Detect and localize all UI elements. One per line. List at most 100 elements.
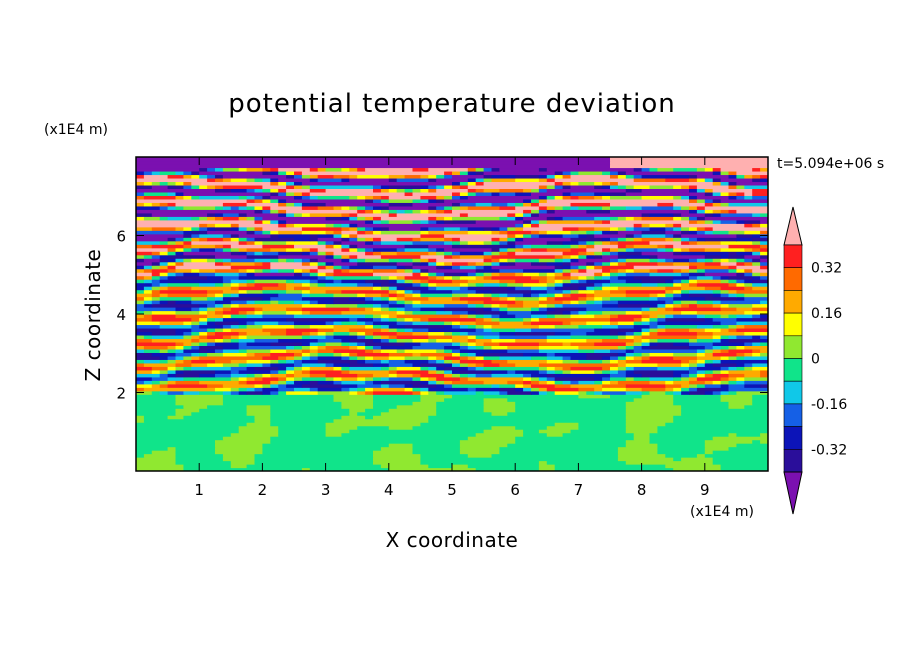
heatmap-cell <box>673 394 722 399</box>
heatmap-cell <box>380 464 429 469</box>
heatmap-cell <box>207 216 216 221</box>
heatmap-cell <box>491 251 500 256</box>
heatmap-cell <box>483 293 493 298</box>
heatmap-cell <box>546 307 556 312</box>
heatmap-cell <box>215 341 240 346</box>
heatmap-cell <box>404 307 421 312</box>
heatmap-cell <box>191 195 200 200</box>
heatmap-cell <box>246 195 256 200</box>
heatmap-cell <box>610 184 619 189</box>
heatmap-cell <box>428 327 477 333</box>
heatmap-cell <box>388 425 414 430</box>
heatmap-cell <box>349 216 358 221</box>
heatmap-cell <box>420 233 445 238</box>
heatmap-cell <box>467 331 500 336</box>
heatmap-cell <box>246 331 271 336</box>
heatmap-cell <box>507 244 516 249</box>
heatmap-cell <box>633 233 643 238</box>
heatmap-cell <box>420 237 445 242</box>
heatmap-cell <box>428 272 437 277</box>
heatmap-cell <box>262 355 279 360</box>
heatmap-cell <box>523 209 532 214</box>
heatmap-cell <box>689 184 698 189</box>
heatmap-cell <box>570 429 627 434</box>
heatmap-cell <box>578 296 587 301</box>
heatmap-cell <box>649 436 714 441</box>
heatmap-cell <box>183 369 216 374</box>
heatmap-cell <box>507 261 516 266</box>
heatmap-cell <box>191 216 200 221</box>
heatmap-cell <box>167 390 184 395</box>
heatmap-cell <box>301 247 311 252</box>
heatmap-cell <box>183 170 192 176</box>
heatmap-cell <box>396 247 406 252</box>
heatmap-cell <box>254 177 263 183</box>
heatmap-cell <box>230 307 256 312</box>
heatmap-cell <box>641 216 674 221</box>
heatmap-cell <box>222 247 232 252</box>
heatmap-cell <box>728 181 737 186</box>
heatmap-cell <box>230 258 256 263</box>
heatmap-cell <box>159 279 224 284</box>
heatmap-cell <box>278 191 287 196</box>
heatmap-cell <box>175 251 184 256</box>
heatmap-cell <box>467 167 477 172</box>
heatmap-cell <box>278 198 287 203</box>
heatmap-cell <box>230 324 240 329</box>
heatmap-cell <box>143 191 169 196</box>
heatmap-cell <box>294 202 303 207</box>
heatmap-cell <box>760 373 768 378</box>
heatmap-cell <box>625 341 635 346</box>
heatmap-cell <box>222 237 232 242</box>
heatmap-cell <box>523 237 572 242</box>
heatmap-cell <box>230 244 263 249</box>
heatmap-cell <box>657 307 666 312</box>
heatmap-cell <box>349 327 382 333</box>
heatmap-cell <box>175 397 224 402</box>
heatmap-cell <box>696 184 730 189</box>
heatmap-cell <box>610 261 619 266</box>
heatmap-cell <box>412 198 421 203</box>
heatmap-cell <box>222 258 232 263</box>
heatmap-cell <box>712 188 753 193</box>
heatmap-cell <box>159 282 169 287</box>
heatmap-cell <box>341 240 366 245</box>
heatmap-cell <box>538 376 548 381</box>
heatmap-cell <box>649 345 690 350</box>
heatmap-cell <box>199 348 208 353</box>
heatmap-cell <box>349 226 358 231</box>
heatmap-cell <box>467 261 477 266</box>
heatmap-cell <box>760 369 768 374</box>
heatmap-cell <box>136 195 145 200</box>
heatmap-cell <box>207 275 224 280</box>
heatmap-cell <box>380 226 390 231</box>
heatmap-cell <box>586 279 611 284</box>
heatmap-cell <box>167 174 184 179</box>
heatmap-cell <box>136 320 161 326</box>
heatmap-cell <box>444 366 461 371</box>
heatmap-cell <box>649 254 658 259</box>
heatmap-cell <box>136 457 177 462</box>
heatmap-cell <box>760 177 768 183</box>
heatmap-cell <box>286 219 366 224</box>
heatmap-cell <box>570 289 579 294</box>
heatmap-cell <box>412 383 437 388</box>
heatmap-cell <box>136 446 169 451</box>
heatmap-cell <box>720 240 753 245</box>
heatmap-cell <box>175 226 184 231</box>
heatmap-cell <box>744 258 753 263</box>
heatmap-cell <box>404 324 445 329</box>
heatmap-cell <box>578 300 587 305</box>
heatmap-cell <box>396 177 429 183</box>
heatmap-cell <box>270 195 295 200</box>
heatmap-cell <box>744 373 761 378</box>
heatmap-cell <box>665 279 674 284</box>
heatmap-cell <box>262 198 271 203</box>
heatmap-cell <box>246 359 271 364</box>
heatmap-cell <box>420 289 453 294</box>
heatmap-cell <box>594 195 603 200</box>
heatmap-cell <box>617 272 627 277</box>
heatmap-cell <box>452 324 461 329</box>
heatmap-cell <box>167 345 177 350</box>
heatmap-cell <box>452 383 493 388</box>
